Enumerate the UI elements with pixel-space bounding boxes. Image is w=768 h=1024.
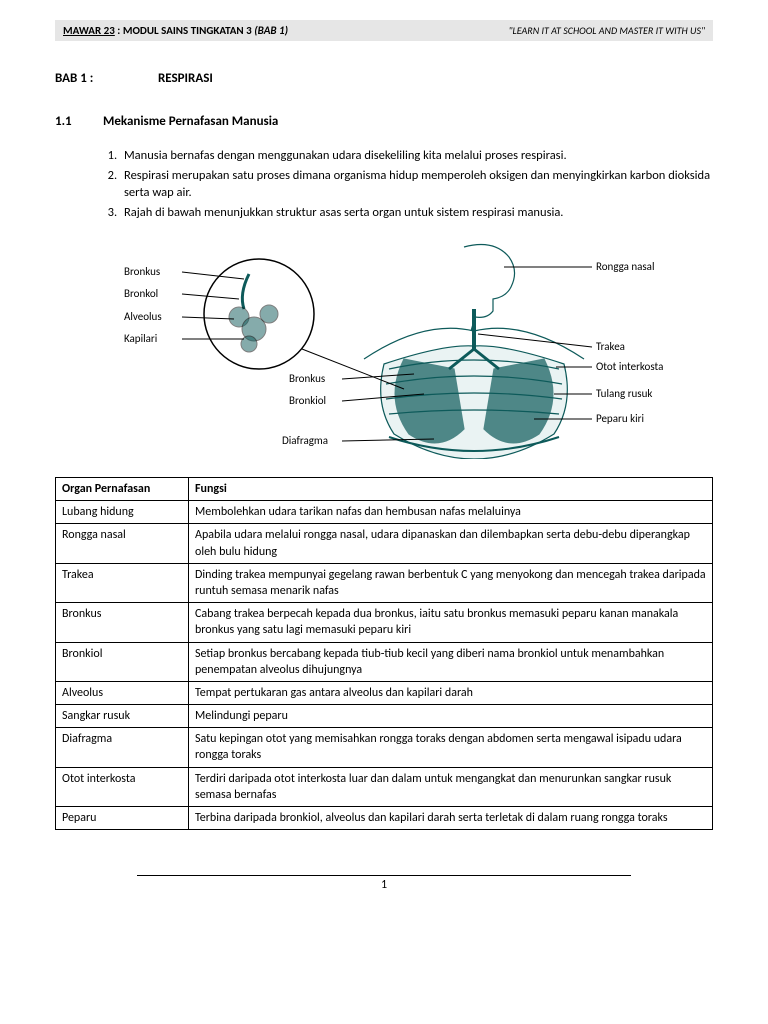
section-num: 1.1 [55, 114, 100, 129]
table-row: BronkusCabang trakea berpecah kepada dua… [56, 603, 713, 642]
diag-label: Trakea [596, 340, 625, 353]
table-row: Otot interkostaTerdiri daripada otot int… [56, 767, 713, 806]
diag-label: Kapilari [124, 332, 157, 345]
table-row: Rongga nasalApabila udara melalui rongga… [56, 524, 713, 563]
list-item: Respirasi merupakan satu proses dimana o… [120, 167, 713, 202]
diag-label: Peparu kiri [596, 412, 644, 425]
diag-label: Otot interkosta [596, 360, 663, 373]
cell-organ: Sangkar rusuk [56, 705, 189, 728]
cell-func: Setiap bronkus bercabang kepada tiub-tiu… [189, 642, 713, 681]
cell-func: Terbina daripada bronkiol, alveolus dan … [189, 807, 713, 830]
cell-organ: Trakea [56, 563, 189, 602]
body-figure-icon [104, 239, 664, 459]
footer-rule [137, 875, 631, 876]
cell-func: Melindungi peparu [189, 705, 713, 728]
header-prefix: MAWAR 23 [63, 24, 115, 37]
cell-organ: Diafragma [56, 728, 189, 767]
page: MAWAR 23 : MODUL SAINS TINGKATAN 3 (BAB … [0, 0, 768, 922]
header-paren: (BAB 1) [254, 24, 288, 37]
cell-func: Membolehkan udara tarikan nafas dan hemb… [189, 501, 713, 524]
chapter-num: BAB 1 : [55, 71, 155, 86]
table-row: PeparuTerbina daripada bronkiol, alveolu… [56, 807, 713, 830]
respiratory-diagram: Bronkus Bronkol Alveolus Kapilari Bronku… [104, 239, 664, 459]
diag-label: Tulang rusuk [596, 387, 652, 400]
organ-table: Organ Pernafasan Fungsi Lubang hidungMem… [55, 477, 713, 830]
diag-label: Bronkiol [289, 394, 326, 407]
page-footer: 1 [55, 875, 713, 892]
diagram-wrap: Bronkus Bronkol Alveolus Kapilari Bronku… [55, 239, 713, 459]
diag-label: Bronkus [124, 265, 160, 278]
header-bar: MAWAR 23 : MODUL SAINS TINGKATAN 3 (BAB … [55, 20, 713, 41]
page-number: 1 [381, 878, 387, 892]
cell-func: Dinding trakea mempunyai gegelang rawan … [189, 563, 713, 602]
diag-label: Bronkol [124, 287, 158, 300]
cell-organ: Otot interkosta [56, 767, 189, 806]
cell-func: Apabila udara melalui rongga nasal, udar… [189, 524, 713, 563]
table-header: Organ Pernafasan [56, 478, 189, 501]
cell-func: Tempat pertukaran gas antara alveolus da… [189, 681, 713, 704]
table-row: TrakeaDinding trakea mempunyai gegelang … [56, 563, 713, 602]
section-title: 1.1 Mekanisme Pernafasan Manusia [55, 114, 713, 129]
table-row: AlveolusTempat pertukaran gas antara alv… [56, 681, 713, 704]
list-item: Rajah di bawah menunjukkan struktur asas… [120, 204, 713, 222]
diag-label: Rongga nasal [596, 260, 654, 273]
diag-label: Alveolus [124, 310, 162, 323]
table-row: Lubang hidungMembolehkan udara tarikan n… [56, 501, 713, 524]
header-tagline: "LEARN IT AT SCHOOL AND MASTER IT WITH U… [509, 24, 705, 37]
diag-label: Diafragma [282, 434, 328, 447]
table-header-row: Organ Pernafasan Fungsi [56, 478, 713, 501]
header-left: MAWAR 23 : MODUL SAINS TINGKATAN 3 (BAB … [63, 24, 288, 37]
cell-organ: Rongga nasal [56, 524, 189, 563]
table-row: DiafragmaSatu kepingan otot yang memisah… [56, 728, 713, 767]
chapter-name: RESPIRASI [158, 71, 213, 86]
cell-organ: Lubang hidung [56, 501, 189, 524]
chapter-title: BAB 1 : RESPIRASI [55, 71, 713, 86]
diag-label: Bronkus [289, 372, 325, 385]
body-list: Manusia bernafas dengan menggunakan udar… [55, 147, 713, 221]
section-name: Mekanisme Pernafasan Manusia [103, 114, 278, 129]
cell-organ: Alveolus [56, 681, 189, 704]
table-row: BronkiolSetiap bronkus bercabang kepada … [56, 642, 713, 681]
cell-organ: Bronkus [56, 603, 189, 642]
cell-func: Cabang trakea berpecah kepada dua bronku… [189, 603, 713, 642]
table-row: Sangkar rusukMelindungi peparu [56, 705, 713, 728]
cell-organ: Peparu [56, 807, 189, 830]
cell-organ: Bronkiol [56, 642, 189, 681]
header-title: MODUL SAINS TINGKATAN 3 [123, 24, 252, 37]
table-header: Fungsi [189, 478, 713, 501]
cell-func: Terdiri daripada otot interkosta luar da… [189, 767, 713, 806]
cell-func: Satu kepingan otot yang memisahkan rongg… [189, 728, 713, 767]
list-item: Manusia bernafas dengan menggunakan udar… [120, 147, 713, 165]
